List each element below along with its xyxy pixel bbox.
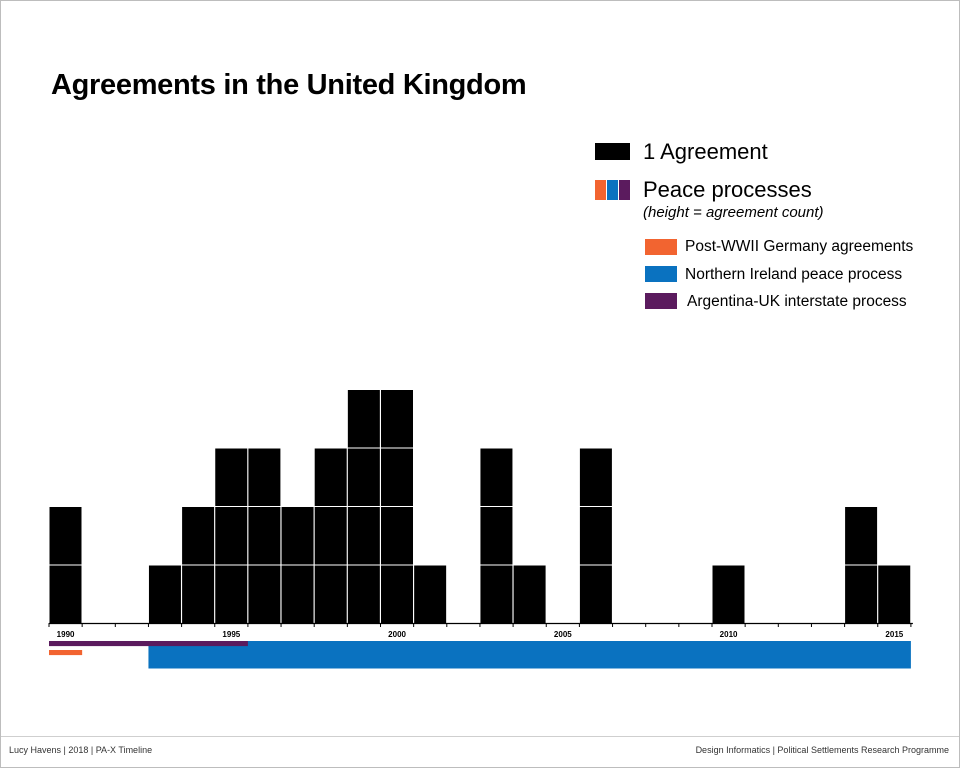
agreement-block-1994-1: [182, 565, 215, 623]
bar-group: [49, 390, 911, 623]
agreement-block-1996-3: [248, 448, 281, 506]
agreement-block-2000-1: [381, 565, 413, 623]
agreement-block-1995-1: [215, 565, 248, 623]
agreement-block-2010-1: [712, 565, 745, 623]
x-tick-label-2010: 2010: [720, 630, 738, 639]
agreement-block-1999-2: [347, 507, 380, 565]
peace-legend-swatch-blue: [607, 180, 618, 200]
agreement-block-2000-4: [381, 390, 413, 448]
chart-title: Agreements in the United Kingdom: [51, 69, 527, 101]
agreement-block-1990-1: [49, 565, 82, 623]
agreement-block-2001-1: [414, 565, 447, 623]
footer-organization: Design Informatics | Political Settlemen…: [695, 745, 949, 755]
x-tick-label-1990: 1990: [57, 630, 75, 639]
agreement-block-2006-3: [579, 448, 612, 506]
agreement-block-2000-2: [381, 507, 413, 565]
footer-divider: [1, 736, 959, 737]
agreement-block-2003-2: [480, 507, 513, 565]
peace-processes-legend-label: Peace processes: [643, 177, 812, 202]
legend-swatch-germany: [645, 239, 677, 255]
agreement-block-1996-1: [248, 565, 281, 623]
agreements-chart: 1990 1995 2000 2005 2010 2015: [48, 390, 913, 669]
x-axis: 1990 1995 2000 2005 2010 2015: [48, 622, 913, 639]
peace-processes-legend-note: (height = agreement count): [643, 204, 824, 221]
agreement-block-1998-2: [314, 507, 347, 565]
agreement-block-1993-1: [148, 565, 181, 623]
agreement-block-1997-1: [281, 565, 314, 623]
agreement-block-2003-1: [480, 565, 513, 623]
agreement-legend-swatch: [595, 143, 630, 160]
peace-legend-swatch-purple: [619, 180, 630, 200]
process-bar-northern-ireland-peace-process: [148, 641, 911, 669]
agreement-block-2014-2: [845, 507, 878, 565]
agreement-block-2000-3: [381, 448, 413, 506]
agreement-block-1996-2: [248, 507, 281, 565]
x-tick-label-2000: 2000: [388, 630, 406, 639]
agreement-block-1995-3: [215, 448, 248, 506]
x-tick-label-1995: 1995: [222, 630, 240, 639]
agreement-block-2006-1: [579, 565, 612, 623]
agreement-block-1990-2: [49, 507, 82, 565]
x-tick-label-2005: 2005: [554, 630, 572, 639]
x-tick-label-2015: 2015: [885, 630, 903, 639]
agreement-block-2014-1: [845, 565, 878, 623]
agreement-block-1997-2: [281, 507, 314, 565]
agreement-block-1994-2: [182, 507, 215, 565]
peace-legend-swatch-orange: [595, 180, 606, 200]
agreement-block-1998-1: [314, 565, 347, 623]
agreement-block-1998-3: [314, 448, 347, 506]
peace-process-bars: [49, 641, 911, 669]
agreement-block-1995-2: [215, 507, 248, 565]
legend-swatch-argentina-uk: [645, 293, 677, 309]
footer-credit: Lucy Havens | 2018 | PA-X Timeline: [9, 745, 153, 755]
agreement-block-2015-1: [878, 565, 911, 623]
agreement-block-2003-3: [480, 448, 513, 506]
process-bar-post-wwii-germany-agreements: [49, 650, 83, 656]
legend-swatch-northern-ireland: [645, 266, 677, 282]
legend-label-germany: Post-WWII Germany agreements: [685, 238, 914, 255]
agreement-block-1999-4: [347, 390, 380, 448]
legend-label-argentina-uk: Argentina-UK interstate process: [687, 293, 907, 310]
agreement-block-2004-1: [513, 565, 546, 623]
process-bar-argentina-uk-interstate-process: [49, 641, 248, 647]
agreement-block-1999-3: [347, 448, 380, 506]
agreement-block-1999-1: [347, 565, 380, 623]
agreement-legend-label: 1 Agreement: [643, 139, 768, 164]
legend-label-northern-ireland: Northern Ireland peace process: [685, 266, 903, 283]
agreement-block-2006-2: [579, 507, 612, 565]
